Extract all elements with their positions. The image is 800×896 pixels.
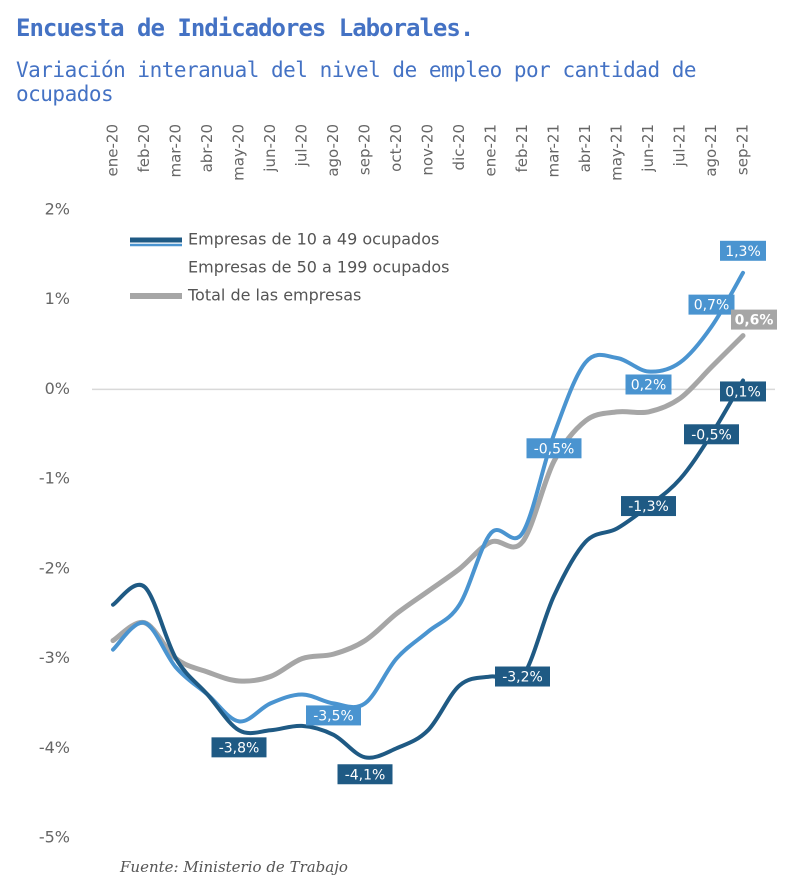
- x-tick-label: sep-20: [356, 124, 374, 175]
- x-tick-label: may-20: [230, 124, 248, 181]
- data-label: 0,2%: [631, 377, 667, 393]
- chart-subtitle: Variación interanual del nivel de empleo…: [16, 58, 697, 106]
- y-tick-label: -2%: [39, 558, 70, 577]
- x-tick-label: sep-21: [734, 124, 752, 175]
- y-tick-label: -3%: [39, 648, 70, 667]
- data-label-box: [621, 496, 676, 517]
- x-axis-labels: ene-20 feb-20 mar-20 abr-20 may-20 jun-20 jul-…: [104, 124, 752, 181]
- x-tick-label: ene-21: [482, 124, 500, 176]
- x-tick-label: ago-21: [702, 124, 720, 177]
- y-tick-label: -5%: [39, 828, 70, 847]
- data-label: 0,6%: [735, 313, 774, 329]
- data-label: -0,5%: [691, 427, 732, 443]
- data-label-box: [495, 666, 550, 687]
- x-tick-label: jun-21: [639, 124, 657, 173]
- data-label-box: [211, 737, 267, 758]
- y-axis-labels: 2% 1% 0% -1% -2% -3% -4% -5%: [39, 200, 70, 847]
- y-tick-label: 1%: [45, 289, 70, 308]
- x-tick-label: abr-20: [198, 124, 216, 172]
- data-label-box: [337, 764, 393, 785]
- data-label-box: [526, 438, 582, 459]
- data-label: 1,3%: [725, 244, 761, 260]
- series-line-3: [110, 333, 746, 684]
- y-tick-label: 0%: [45, 379, 70, 398]
- data-label: 0,1%: [725, 384, 761, 400]
- x-tick-label: jul-21: [671, 124, 689, 167]
- data-label-box: [720, 381, 766, 402]
- x-tick-label: feb-21: [513, 124, 531, 173]
- data-label: 0,7%: [694, 298, 730, 314]
- x-tick-label: mar-20: [167, 124, 185, 178]
- legend: Empresas de 10 a 49 ocupados Empresas de …: [130, 230, 450, 305]
- x-tick-label: mar-21: [545, 124, 563, 178]
- data-label-box: [688, 294, 735, 315]
- y-tick-label: -1%: [39, 469, 70, 488]
- x-tick-label: dic-20: [450, 124, 468, 170]
- legend-label: Total de las empresas: [187, 286, 361, 305]
- y-tick-label: -4%: [39, 738, 70, 757]
- data-label-box: [306, 705, 361, 726]
- y-tick-label: 2%: [45, 200, 70, 219]
- data-label-box: [684, 424, 739, 445]
- data-label: -1,3%: [628, 499, 669, 515]
- x-tick-label: ago-20: [324, 124, 342, 177]
- x-tick-label: jul-20: [293, 124, 311, 167]
- x-tick-label: jun-20: [261, 124, 279, 173]
- chart-title: Encuesta de Indicadores Laborales.: [16, 14, 474, 42]
- data-label-box: [731, 309, 777, 330]
- data-label: -4,1%: [345, 767, 386, 783]
- x-tick-label: nov-20: [419, 124, 437, 176]
- legend-label: Empresas de 10 a 49 ocupados: [188, 230, 439, 249]
- x-tick-label: ene-20: [104, 124, 122, 176]
- series-line-1: [111, 378, 745, 760]
- x-tick-label: feb-20: [135, 124, 153, 173]
- legend-label: Empresas de 50 a 199 ocupados: [188, 258, 450, 277]
- data-label: -3,5%: [313, 708, 354, 724]
- x-tick-label: may-21: [608, 124, 626, 181]
- data-labels: -3,8% -4,1% -3,2% -1,3% -0,5% 0,1% -3,5% -0,5% 0…: [211, 240, 777, 785]
- data-label-box: [625, 374, 672, 395]
- data-label-box: [720, 240, 766, 261]
- source-note: Fuente: Ministerio de Trabajo: [120, 858, 348, 876]
- data-label: -0,5%: [534, 441, 575, 457]
- x-tick-label: abr-21: [576, 124, 594, 172]
- data-label: -3,2%: [502, 670, 543, 686]
- data-label: -3,8%: [219, 740, 260, 756]
- x-tick-label: oct-20: [387, 124, 405, 172]
